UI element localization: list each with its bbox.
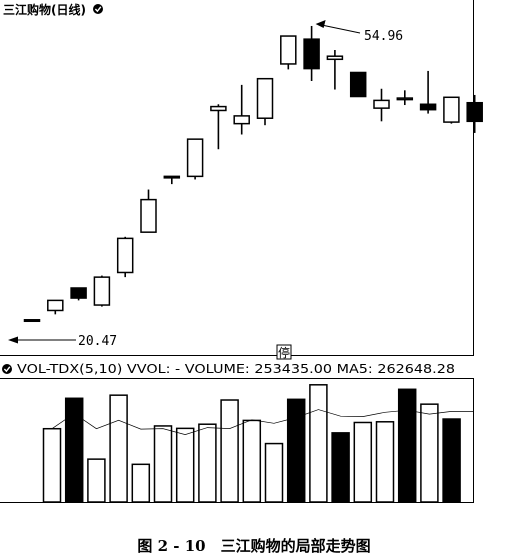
high-value-label: 54.96 (364, 29, 403, 44)
candle (303, 25, 320, 82)
candle-body (186, 138, 204, 178)
low-annotation: 20.47 (8, 334, 117, 349)
candle (256, 77, 274, 126)
suspension-marker-box (276, 344, 292, 360)
volume-bar (331, 432, 350, 503)
candle (210, 104, 227, 150)
candle-body (140, 198, 157, 233)
high-annotation-line (321, 24, 361, 34)
volume-bar (242, 419, 262, 503)
volume-bar (353, 421, 373, 503)
candle-body (163, 175, 181, 179)
high-arrow-icon (315, 19, 326, 28)
candle (70, 287, 87, 301)
volume-bar (420, 403, 439, 503)
candle-body (93, 276, 111, 306)
volume-moving-average-line (51, 409, 473, 435)
candle-body (23, 319, 41, 323)
volume-check-icon (2, 364, 12, 374)
candle (466, 94, 483, 133)
volume-bar (153, 425, 173, 503)
candle (93, 275, 111, 307)
volume-bar (220, 399, 239, 503)
candle (396, 90, 414, 106)
volume-bar (87, 458, 106, 503)
candle-body (256, 77, 274, 119)
candle-body (349, 71, 367, 98)
volume-bar (309, 384, 328, 503)
candle-body (443, 96, 460, 123)
candle-body (116, 237, 134, 274)
low-arrow-icon (8, 336, 18, 344)
volume-bar (397, 388, 417, 503)
volume-chart-title: VOL-TDX(5,10) VVOL: - VOLUME: 253435.00 … (17, 362, 455, 376)
volume-bar (198, 423, 217, 503)
candle-body (47, 299, 64, 312)
candle (280, 35, 297, 70)
candle-body (280, 35, 297, 65)
candle (140, 189, 157, 233)
candle (326, 50, 344, 90)
candle-body (210, 105, 227, 112)
volume-bar (286, 398, 306, 503)
volume-bar (375, 421, 395, 503)
candle (443, 96, 460, 124)
candle (23, 319, 41, 323)
candle-body (233, 115, 250, 125)
volume-bar (109, 394, 128, 503)
volume-bar (264, 442, 284, 503)
candle-body (373, 99, 390, 109)
candle (373, 88, 390, 122)
volume-bar (175, 427, 195, 503)
candle-chart-title: 三江购物(日线) (3, 2, 86, 17)
candle-body (303, 38, 320, 70)
volume-bar (42, 427, 62, 503)
volume-bar (64, 397, 84, 503)
candle-body (70, 287, 87, 299)
candle-body (396, 97, 414, 101)
suspension-marker: 停 (278, 345, 290, 360)
title-check-icon (93, 4, 103, 14)
candle-body (419, 103, 437, 111)
volume-bar (131, 463, 151, 503)
candle-body (326, 55, 344, 61)
candlestick-series (23, 25, 483, 323)
high-annotation: 54.96 (315, 19, 403, 44)
volume-bar-series (42, 384, 461, 503)
candle (116, 236, 134, 278)
low-value-label: 20.47 (78, 334, 117, 349)
candle (233, 84, 250, 135)
volume-bar (442, 418, 461, 503)
candle (47, 299, 64, 315)
candle (186, 138, 204, 180)
figure-caption: 图 2 - 10 三江购物的局部走势图 (137, 537, 370, 555)
candle (419, 70, 437, 114)
candle (349, 71, 367, 98)
candle (163, 175, 181, 185)
candle-body (466, 101, 483, 123)
